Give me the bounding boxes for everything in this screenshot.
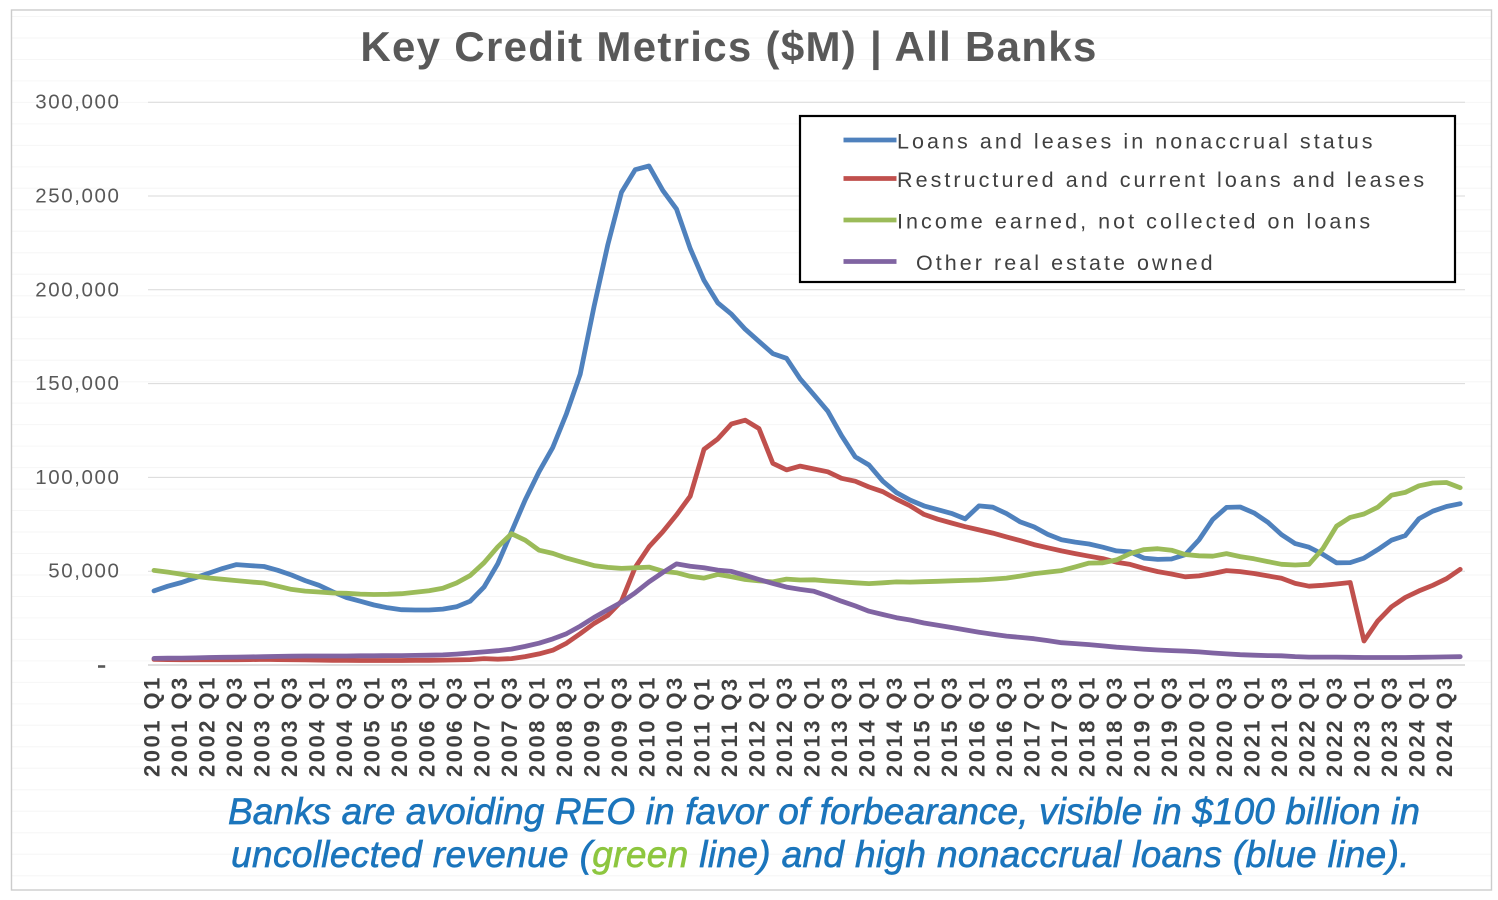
svg-text:uncollected revenue (green lin: uncollected revenue (green line) and hig… (231, 834, 1410, 875)
svg-text:2024 Q3: 2024 Q3 (1432, 675, 1457, 777)
svg-text:2014 Q1: 2014 Q1 (855, 675, 880, 777)
svg-text:2011 Q3: 2011 Q3 (717, 676, 742, 777)
svg-text:2018 Q1: 2018 Q1 (1075, 675, 1100, 777)
svg-text:2013 Q3: 2013 Q3 (827, 675, 852, 777)
svg-text:2007 Q3: 2007 Q3 (497, 675, 522, 777)
svg-text:2012 Q1: 2012 Q1 (745, 675, 770, 777)
svg-text:2009 Q3: 2009 Q3 (607, 675, 632, 777)
svg-text:2010 Q3: 2010 Q3 (662, 675, 687, 777)
svg-text:2004 Q1: 2004 Q1 (305, 675, 330, 777)
svg-text:200,000: 200,000 (35, 278, 120, 301)
svg-text:2020 Q1: 2020 Q1 (1185, 675, 1210, 777)
svg-text:2023 Q1: 2023 Q1 (1350, 675, 1375, 777)
svg-text:Loans and leases in nonaccrual: Loans and leases in nonaccrual status (897, 130, 1376, 154)
svg-text:2013 Q1: 2013 Q1 (800, 675, 825, 777)
svg-text:50,000: 50,000 (48, 560, 120, 583)
svg-text:2009 Q1: 2009 Q1 (580, 675, 605, 777)
svg-text:2001 Q3: 2001 Q3 (167, 675, 192, 777)
svg-text:2019 Q3: 2019 Q3 (1157, 675, 1182, 777)
svg-text:300,000: 300,000 (35, 91, 120, 114)
svg-text:2003 Q3: 2003 Q3 (277, 675, 302, 777)
svg-text:2022 Q3: 2022 Q3 (1322, 675, 1347, 777)
svg-text:2005 Q1: 2005 Q1 (360, 675, 385, 777)
svg-text:2018 Q3: 2018 Q3 (1102, 675, 1127, 777)
svg-text:2016 Q1: 2016 Q1 (965, 675, 990, 777)
svg-text:2021 Q1: 2021 Q1 (1240, 675, 1265, 777)
svg-text:Other real estate owned: Other real estate owned (916, 251, 1216, 275)
svg-text:2024 Q1: 2024 Q1 (1405, 675, 1430, 777)
svg-text:Income earned, not collected o: Income earned, not collected on loans (897, 210, 1373, 234)
svg-text:2022 Q1: 2022 Q1 (1295, 675, 1320, 777)
svg-text:2002 Q1: 2002 Q1 (195, 675, 220, 777)
svg-text:2021 Q3: 2021 Q3 (1267, 675, 1292, 777)
svg-text:2007 Q1: 2007 Q1 (470, 675, 495, 777)
svg-text:2023 Q3: 2023 Q3 (1377, 675, 1402, 777)
svg-text:2008 Q1: 2008 Q1 (525, 675, 550, 777)
svg-text:2017 Q3: 2017 Q3 (1047, 675, 1072, 777)
svg-text:2016 Q3: 2016 Q3 (992, 675, 1017, 777)
svg-text:2012 Q3: 2012 Q3 (772, 675, 797, 777)
svg-text:2011 Q1: 2011 Q1 (690, 676, 715, 777)
svg-text:2006 Q1: 2006 Q1 (415, 675, 440, 777)
svg-text:2015 Q3: 2015 Q3 (937, 675, 962, 777)
svg-text:2010 Q1: 2010 Q1 (635, 675, 660, 777)
svg-text:2014 Q3: 2014 Q3 (882, 675, 907, 777)
svg-text:2003 Q1: 2003 Q1 (250, 675, 275, 777)
svg-text:2019 Q1: 2019 Q1 (1130, 675, 1155, 777)
svg-text:2017 Q1: 2017 Q1 (1020, 675, 1045, 777)
svg-text:250,000: 250,000 (35, 185, 120, 208)
svg-text:2001 Q1: 2001 Q1 (140, 675, 165, 777)
svg-text:Restructured and current loans: Restructured and current loans and lease… (897, 168, 1427, 192)
svg-text:2006 Q3: 2006 Q3 (442, 675, 467, 777)
svg-text:2004 Q3: 2004 Q3 (332, 675, 357, 777)
svg-text:2002 Q3: 2002 Q3 (222, 675, 247, 777)
svg-text:150,000: 150,000 (35, 372, 120, 395)
svg-text:Banks are avoiding REO in favo: Banks are avoiding REO in favor of forbe… (228, 791, 1420, 832)
svg-text:2020 Q3: 2020 Q3 (1212, 675, 1237, 777)
svg-text:Key Credit Metrics ($M) | All: Key Credit Metrics ($M) | All Banks (360, 23, 1097, 71)
svg-text:2005 Q3: 2005 Q3 (387, 675, 412, 777)
svg-text:2015 Q1: 2015 Q1 (910, 675, 935, 777)
svg-text:2008 Q3: 2008 Q3 (552, 675, 577, 777)
svg-text:100,000: 100,000 (35, 466, 120, 489)
